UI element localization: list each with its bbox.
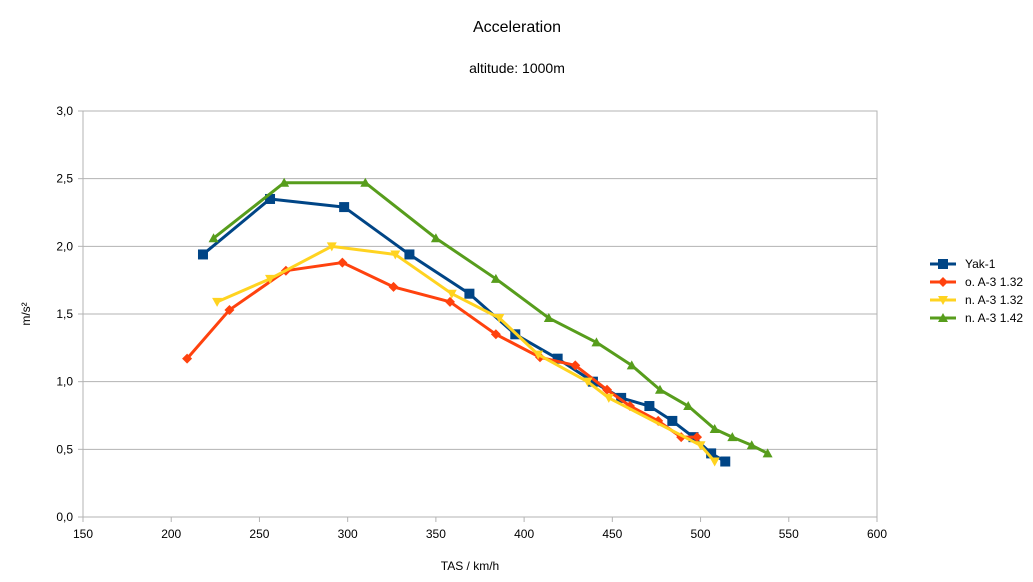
data-point-n-a-3-1-42 [430,233,441,243]
data-point-o-a-3-1-32 [602,384,613,395]
x-tick-label: 500 [691,527,711,541]
series-line-n-a-3-1-32 [216,244,716,463]
legend-item-yak-1: Yak-1 [930,257,996,271]
y-tick-label: 1,5 [56,307,73,321]
data-point-yak-1 [197,249,208,260]
data-point-o-a-3-1-32 [570,360,581,371]
data-point-o-a-3-1-32 [224,304,235,315]
y-tick-label: 1,0 [56,375,73,389]
data-point-n-a-3-1-42 [727,432,738,442]
series-yak-1 [197,193,731,467]
data-point-n-a-3-1-32 [212,297,223,307]
axis-ticks: 0,0 0,5 1,0 1,5 2,0 2,5 3,0 150 200 250 300 350 400 4… [56,104,887,541]
data-point-o-a-3-1-32 [388,281,399,292]
data-point-n-a-3-1-42 [360,177,371,187]
legend-marker [938,277,948,287]
series-n-a-3-1-32 [212,242,720,467]
x-tick-label: 150 [73,527,93,541]
legend-label: o. A-3 1.32 [965,275,1023,289]
data-point-n-a-3-1-42 [279,177,290,187]
y-axis-title: m/s² [19,302,33,325]
data-point-n-a-3-1-42 [746,440,757,450]
grid-lines [83,178,877,450]
y-tick-label: 2,0 [56,239,73,253]
legend-item-o-a-3-1-32: o. A-3 1.32 [930,275,1023,289]
x-tick-label: 600 [867,527,887,541]
data-point-n-a-3-1-42 [626,360,637,370]
legend-label: n. A-3 1.42 [965,311,1023,325]
data-point-n-a-3-1-42 [683,401,694,411]
data-point-n-a-3-1-42 [591,337,602,347]
data-point-yak-1 [404,249,415,260]
series-line-o-a-3-1-32 [185,261,698,439]
legend-label: n. A-3 1.32 [965,293,1023,307]
legend: Yak-1 o. A-3 1.32 n. A-3 1.32 n. A-3 1.42 [930,257,1023,325]
y-tick-label: 0,0 [56,510,73,524]
data-point-o-a-3-1-32 [337,257,348,268]
legend-marker [938,313,948,322]
x-tick-label: 350 [426,527,446,541]
data-point-n-a-3-1-32 [603,393,614,403]
data-point-o-a-3-1-32 [490,329,501,340]
x-tick-label: 300 [338,527,358,541]
data-point-n-a-3-1-42 [654,384,665,394]
data-point-n-a-3-1-32 [494,314,505,324]
series-line-n-a-3-1-42 [212,181,769,455]
data-point-o-a-3-1-32 [692,432,703,443]
series-line-yak-1 [202,197,727,463]
data-point-yak-1 [464,288,475,299]
data-point-o-a-3-1-32 [182,353,193,364]
data-point-yak-1 [587,376,598,387]
legend-label: Yak-1 [965,257,996,271]
y-tick-label: 0,5 [56,442,73,456]
data-point-n-a-3-1-32 [582,377,593,387]
x-tick-label: 450 [602,527,622,541]
data-point-n-a-3-1-42 [208,233,219,243]
y-tick-label: 2,5 [56,172,73,186]
data-point-n-a-3-1-32 [265,274,276,284]
series-layer [182,177,773,467]
data-point-n-a-3-1-32 [326,242,337,252]
chart-title: Acceleration [473,19,561,36]
data-point-n-a-3-1-32 [533,350,544,360]
data-point-n-a-3-1-32 [709,457,720,467]
data-point-yak-1 [552,353,563,364]
data-point-n-a-3-1-32 [446,289,457,299]
chart-subtitle: altitude: 1000m [469,60,565,76]
data-point-n-a-3-1-32 [695,441,706,451]
data-point-n-a-3-1-42 [762,448,773,458]
x-tick-label: 400 [514,527,534,541]
data-point-o-a-3-1-32 [445,296,456,307]
data-point-yak-1 [265,193,276,204]
data-point-yak-1 [720,456,731,467]
data-point-n-a-3-1-42 [709,424,720,434]
data-point-n-a-3-1-42 [490,273,501,283]
x-tick-label: 550 [779,527,799,541]
legend-marker [938,296,948,305]
legend-marker [938,259,948,269]
x-axis-title: TAS / km/h [441,559,499,573]
data-point-yak-1 [644,401,655,412]
y-tick-label: 3,0 [56,104,73,118]
x-tick-label: 200 [161,527,181,541]
legend-item-n-a-3-1-32: n. A-3 1.32 [930,293,1023,307]
data-point-yak-1 [667,415,678,426]
data-point-yak-1 [616,392,627,403]
data-point-n-a-3-1-32 [390,250,401,260]
data-point-yak-1 [706,448,717,459]
data-point-n-a-3-1-42 [543,313,554,323]
legend-item-n-a-3-1-42: n. A-3 1.42 [930,311,1023,325]
data-point-yak-1 [339,202,350,213]
x-tick-label: 250 [249,527,269,541]
series-n-a-3-1-42 [208,177,773,458]
